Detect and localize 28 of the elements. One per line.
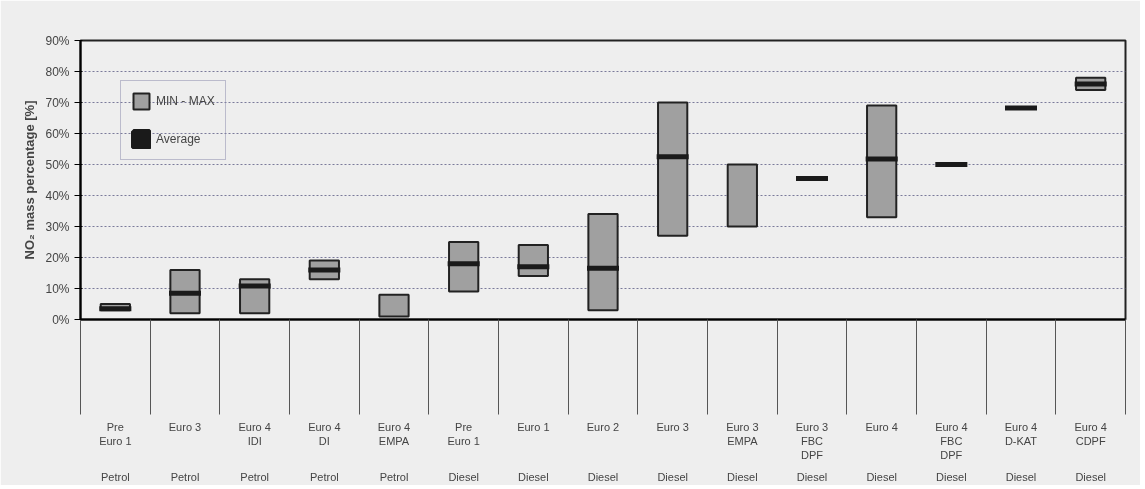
category-label: Euro 4 DI Petrol [308, 420, 341, 483]
category-label: Euro 4 IDI Petrol [238, 420, 271, 483]
category-label: Euro 3 Petrol [168, 420, 202, 483]
y-tick-label: 0% [52, 312, 70, 327]
category-label: Euro 1 Diesel [517, 420, 550, 483]
category-label: Euro 4 FBC DPF Diesel [935, 420, 968, 483]
category-label: Euro 4 Diesel [865, 420, 898, 483]
category-label: Euro 2 Diesel [586, 420, 620, 483]
y-tick-label: 10% [45, 281, 70, 296]
y-tick-label: 80% [45, 64, 70, 79]
category-label: Pre Euro 1 Diesel [447, 420, 480, 483]
y-tick-label: 90% [45, 33, 70, 48]
y-tick-label: 40% [45, 188, 70, 203]
category-label: Euro 4 EMPA Petrol [377, 420, 411, 483]
category-label: Pre Euro 1 Petrol [99, 420, 132, 483]
category-label: Euro 4 CDPF Diesel [1074, 420, 1107, 483]
y-tick-label: 20% [45, 250, 70, 265]
y-tick-label: 70% [45, 95, 70, 110]
y-tick-label: 30% [45, 219, 70, 234]
legend-label: MIN - MAX [156, 94, 215, 108]
category-label: Euro 3 FBC DPF Diesel [795, 420, 829, 483]
y-tick-label: 50% [45, 157, 70, 172]
category-label: Euro 4 D-KAT Diesel [1004, 420, 1038, 483]
legend-label: Average [156, 132, 201, 146]
category-label: Euro 3 EMPA Diesel [726, 420, 759, 483]
y-tick-label: 60% [45, 126, 70, 141]
category-label: Euro 3 Diesel [656, 420, 689, 483]
y-axis-title: NO₂ mass percentage [%] [22, 100, 38, 260]
